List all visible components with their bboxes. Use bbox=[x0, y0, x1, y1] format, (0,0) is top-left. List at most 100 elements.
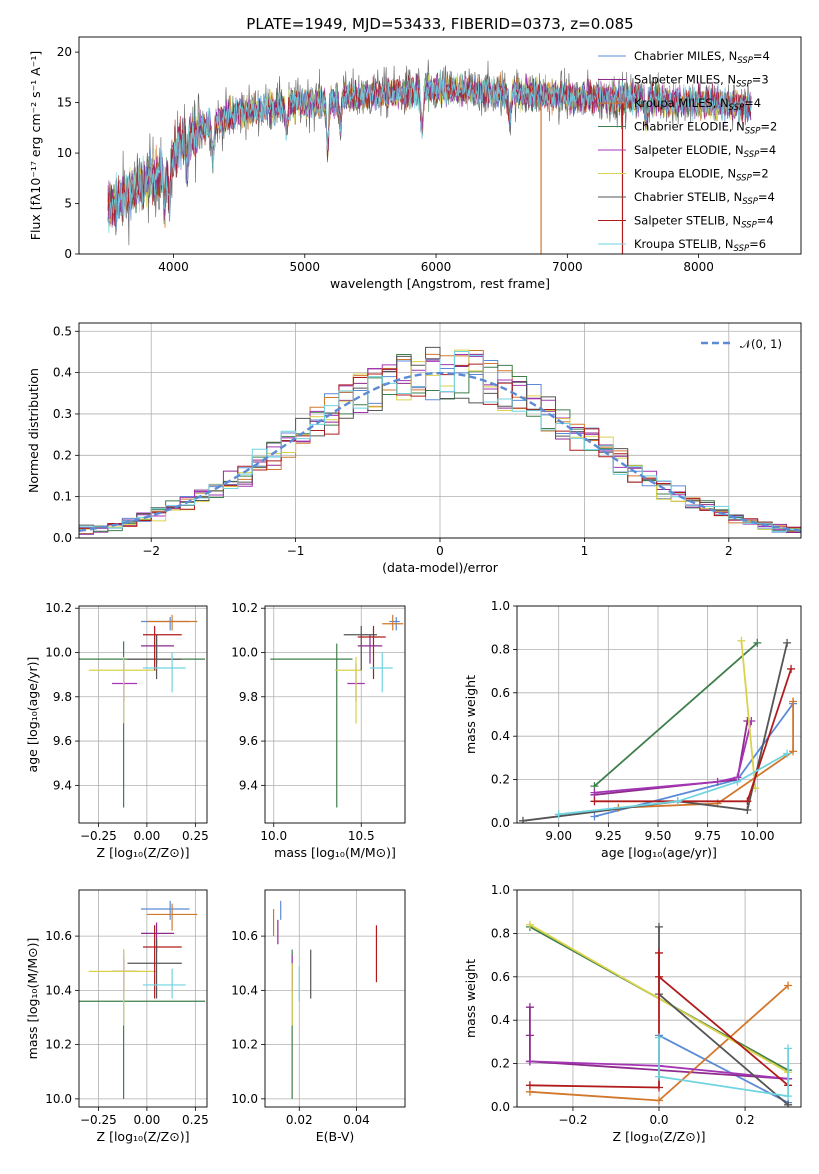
y-tick-label: 20 bbox=[57, 45, 72, 59]
point-marker bbox=[655, 1083, 663, 1092]
x-axis-label: Z [log₁₀(Z/Z⊙)] bbox=[613, 1129, 706, 1144]
panel-age-vs-z: −0.25 0.00 0.25 9.4 9.6 9.8 10.0 10.2 Z [log₁₀(Z… bbox=[25, 601, 209, 860]
y-tick-label: 15 bbox=[57, 96, 72, 110]
y-axis-label: Flux [fλ10⁻¹⁷ erg cm⁻² s⁻¹ A⁻¹] bbox=[28, 51, 43, 240]
x-tick-label: 9.50 bbox=[645, 829, 672, 843]
point-marker bbox=[789, 747, 798, 756]
y-axis-label: mass weight bbox=[463, 675, 478, 754]
plot-frame bbox=[264, 889, 406, 1108]
y-tick-label: 0.8 bbox=[491, 926, 510, 940]
panel-residuals: −2 −1 0 1 2 0.0 0.1 0.2 0.3 0.4 0.5 (data-model)/er… bbox=[26, 322, 802, 575]
y-tick-label: 0.0 bbox=[491, 1100, 510, 1114]
point-marker bbox=[525, 1003, 534, 1012]
x-axis-label: (data-model)/error bbox=[382, 560, 499, 575]
point-marker bbox=[673, 797, 682, 806]
point-marker bbox=[525, 1057, 534, 1066]
y-tick-label: 9.8 bbox=[53, 690, 72, 704]
plot-frame bbox=[78, 889, 208, 1108]
y-tick-label: 0.0 bbox=[53, 531, 72, 545]
panel-age-vs-mass: 10.0 10.5 9.4 9.6 9.8 10.0 10.2 mass [log₁₀(M/M… bbox=[231, 601, 406, 860]
legend-value: =6 bbox=[749, 237, 766, 251]
point-marker bbox=[784, 1044, 793, 1053]
legend-label: Salpeter STELIB, NSSP=4 bbox=[634, 214, 774, 231]
weight-series bbox=[558, 752, 788, 816]
weight-lines bbox=[525, 920, 793, 1107]
legend-label: Salpeter MILES, NSSP=3 bbox=[634, 73, 769, 90]
x-tick-label: −0.2 bbox=[558, 1113, 587, 1127]
y-tick-label: 0.2 bbox=[491, 773, 510, 787]
y-tick-label: 1.0 bbox=[491, 599, 510, 613]
y-tick-label: 0.0 bbox=[491, 816, 510, 830]
plot-frame bbox=[516, 889, 802, 1108]
point-marker bbox=[590, 812, 599, 821]
errorbars bbox=[270, 614, 404, 808]
x-axis-label: Z [log₁₀(Z/Z⊙)] bbox=[97, 845, 190, 860]
panel-weight-vs-z: −0.2 0.0 0.2 0.0 0.2 0.4 0.6 0.8 1.0 Z [log₁₀(Z/Z… bbox=[463, 883, 802, 1144]
x-tick-label: 2 bbox=[725, 544, 733, 558]
spectrum-lines bbox=[107, 59, 752, 254]
weight-series bbox=[529, 952, 789, 1089]
weight-series bbox=[658, 1034, 789, 1104]
plot-frame bbox=[516, 605, 802, 824]
y-tick-label: 0.2 bbox=[491, 1057, 510, 1071]
y-tick-label: 10.2 bbox=[45, 601, 72, 615]
legend-subscript: SSP bbox=[736, 80, 752, 90]
x-tick-label: 9.00 bbox=[545, 829, 572, 843]
x-tick-label: 9.25 bbox=[595, 829, 622, 843]
x-tick-label: 0.2 bbox=[736, 1113, 755, 1127]
point-marker bbox=[783, 749, 792, 758]
x-axis-label: E(B-V) bbox=[316, 1129, 355, 1144]
point-marker bbox=[655, 972, 663, 981]
y-tick-label: 10 bbox=[57, 146, 72, 160]
y-tick-label: 9.4 bbox=[53, 778, 72, 792]
x-tick-label: 4000 bbox=[158, 260, 189, 274]
y-tick-label: 1.0 bbox=[491, 883, 510, 897]
legend-value: =3 bbox=[752, 73, 769, 87]
panel-mass-vs-ebv: 0.02 0.04 10.0 10.2 10.4 10.6 E(B-V) bbox=[231, 889, 406, 1144]
legend-label: Salpeter ELODIE, NSSP=4 bbox=[634, 143, 776, 160]
weight-series bbox=[593, 642, 758, 787]
point-marker bbox=[590, 797, 599, 806]
point-marker bbox=[655, 1096, 663, 1105]
x-axis-label: mass [log₁₀(M/M⊙)] bbox=[274, 845, 396, 860]
legend-subscript: SSP bbox=[736, 174, 752, 184]
point-marker bbox=[590, 788, 599, 797]
point-marker bbox=[743, 797, 752, 806]
weight-series bbox=[594, 668, 792, 803]
x-tick-label: −1 bbox=[287, 544, 305, 558]
point-marker bbox=[783, 638, 792, 647]
weight-series bbox=[658, 1037, 789, 1098]
hist-series bbox=[79, 350, 801, 538]
y-tick-label: 0.4 bbox=[491, 729, 510, 743]
y-tick-label: 10.4 bbox=[45, 983, 72, 997]
legend-value: =4 bbox=[757, 214, 774, 228]
hist-lines bbox=[79, 346, 801, 538]
x-tick-label: 6000 bbox=[421, 260, 452, 274]
legend-label: Chabrier STELIB, NSSP=4 bbox=[634, 190, 775, 207]
x-tick-label: 1 bbox=[581, 544, 589, 558]
point-marker bbox=[737, 636, 746, 645]
x-tick-label: −0.25 bbox=[80, 1113, 117, 1127]
point-marker bbox=[784, 1100, 793, 1107]
x-tick-label: 0.25 bbox=[182, 829, 209, 843]
y-tick-label: 10.0 bbox=[45, 1092, 72, 1106]
y-tick-label: 10.0 bbox=[231, 1092, 258, 1106]
errorbars bbox=[79, 614, 206, 808]
legend-label: Kroupa STELIB, NSSP=6 bbox=[634, 237, 766, 254]
legend-subscript: SSP bbox=[741, 221, 757, 231]
plot-frame bbox=[264, 605, 406, 824]
y-tick-label: 5 bbox=[64, 197, 72, 211]
x-tick-label: 5000 bbox=[290, 260, 321, 274]
point-marker bbox=[525, 1031, 534, 1040]
y-axis-label: Normed distribution bbox=[26, 368, 41, 493]
weight-series bbox=[740, 640, 757, 789]
y-tick-label: 10.0 bbox=[231, 646, 258, 660]
plot-frame bbox=[78, 322, 802, 539]
legend-value: =4 bbox=[744, 96, 761, 110]
x-tick-label: 0.25 bbox=[182, 1113, 209, 1127]
weight-series bbox=[522, 642, 788, 822]
plot-frame bbox=[78, 605, 208, 824]
point-marker bbox=[753, 638, 762, 647]
x-tick-label: 0.00 bbox=[134, 829, 161, 843]
